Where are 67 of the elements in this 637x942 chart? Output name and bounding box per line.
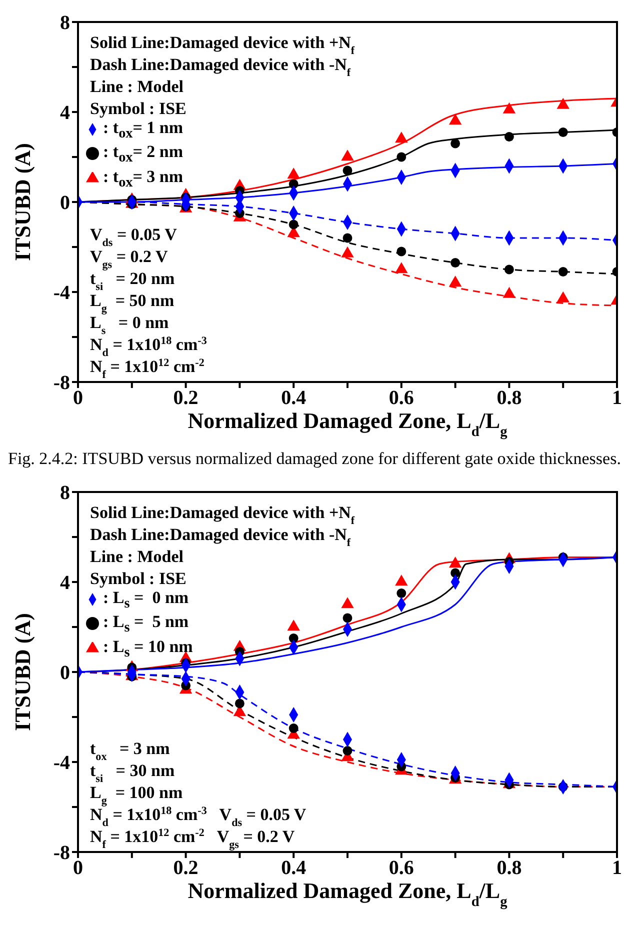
- x-tick-label: 0.4: [281, 387, 306, 410]
- y-tick-label: 0: [60, 662, 70, 684]
- point: [288, 220, 298, 230]
- y-tick-label: -8: [53, 372, 70, 394]
- x-tick-label: 1: [612, 857, 622, 880]
- annotation: t$_{si}$ = 20 nm: [90, 269, 175, 293]
- point: [342, 746, 352, 756]
- annotation: t$_{si}$ = 30 nm: [90, 761, 175, 785]
- point: [450, 138, 460, 148]
- y-tick-label: 8: [60, 12, 70, 34]
- annotation: L$_{s}$ = 0 nm: [90, 313, 169, 337]
- legend-label: : L$_{s}$ = 5 nm: [103, 612, 189, 636]
- annotation: Dash Line:Damaged device with -N$_{f}$: [90, 525, 351, 549]
- x-tick-label: 0.4: [281, 857, 306, 880]
- annotation: N$_{f}$ = 1x10$^{12}$ cm$^{-2}$: [90, 357, 205, 381]
- caption: Fig. 2.4.2: ITSUBD versus normalized damaged zone for different gate oxide thicknesses.: [8, 448, 622, 470]
- text: N$_{d}$ = 1x10$^{18}$ cm$^{-3}$ V$_{ds}$ = 0.05 V: [90, 805, 306, 829]
- x-axis-title: Normalized Damaged Zone, L$_{d}$/L$_{g}$: [188, 878, 508, 910]
- x-tick-label: 0.6: [388, 857, 414, 880]
- point: [396, 246, 406, 256]
- annotation: Dash Line:Damaged device with -N$_{f}$: [90, 55, 351, 79]
- x-tick-label: 0.2: [173, 857, 198, 880]
- legend-label: : t$_{ox}$= 3 nm: [103, 166, 184, 190]
- text: N$_{f}$ = 1x10$^{12}$ cm$^{-2}$ V$_{gs}$ = 0.2 V: [90, 827, 295, 851]
- annotation: Solid Line:Damaged device with +N$_{f}$: [90, 503, 355, 527]
- legend-label: : L$_{s}$ = 10 nm: [103, 636, 193, 660]
- x-tick-label: 0.8: [496, 857, 522, 880]
- x-tick-label: 0.6: [388, 387, 414, 410]
- point: [450, 258, 460, 268]
- y-tick-label: 8: [60, 482, 70, 504]
- y-tick-label: -8: [53, 842, 70, 864]
- y-tick-label: 4: [60, 102, 70, 124]
- legend-label: : L$_{s}$ = 0 nm: [103, 588, 189, 612]
- y-axis-title: ITSUBD (A): [10, 143, 35, 261]
- point: [558, 128, 568, 137]
- annotation: t$_{ox}$ = 3 nm: [90, 739, 170, 763]
- annotation: L$_{g}$ = 100 nm: [90, 783, 183, 807]
- point: [396, 588, 406, 598]
- annotation: Symbol : ISE: [90, 569, 186, 588]
- point: [396, 152, 406, 162]
- y-tick-label: 4: [60, 572, 70, 594]
- y-axis-title: ITSUBD (A): [10, 613, 35, 731]
- annotation: N$_{d}$ = 1x10$^{18}$ cm$^{-3}$: [90, 335, 208, 359]
- x-tick-label: 1: [612, 387, 622, 410]
- annotation: Symbol : ISE: [90, 99, 186, 118]
- y-tick-label: 0: [60, 192, 70, 214]
- point: [504, 132, 514, 142]
- point: [342, 613, 352, 623]
- x-tick-label: 0.8: [496, 387, 522, 410]
- annotation: V$_{ds}$ = 0.05 V: [90, 225, 178, 249]
- point: [234, 698, 244, 708]
- annotation: Solid Line:Damaged device with +N$_{f}$: [90, 33, 355, 57]
- x-tick-label: 0.2: [173, 387, 198, 410]
- point: [342, 233, 352, 243]
- y-tick-label: -4: [53, 282, 70, 304]
- annotation: L$_{g}$ = 50 nm: [90, 291, 174, 315]
- legend-label: : t$_{ox}$= 1 nm: [103, 118, 184, 142]
- annotation: V$_{gs}$ = 0.2 V: [90, 247, 168, 271]
- point: [342, 166, 352, 176]
- legend-label: : t$_{ox}$= 2 nm: [103, 142, 184, 166]
- x-axis-title: Normalized Damaged Zone, L$_{d}$/L$_{g}$: [188, 408, 508, 440]
- annotation: Line : Model: [90, 547, 184, 566]
- point: [558, 267, 568, 276]
- point: [504, 264, 514, 274]
- annotation: Line : Model: [90, 77, 184, 96]
- point: [288, 724, 298, 733]
- y-tick-label: -4: [53, 752, 70, 774]
